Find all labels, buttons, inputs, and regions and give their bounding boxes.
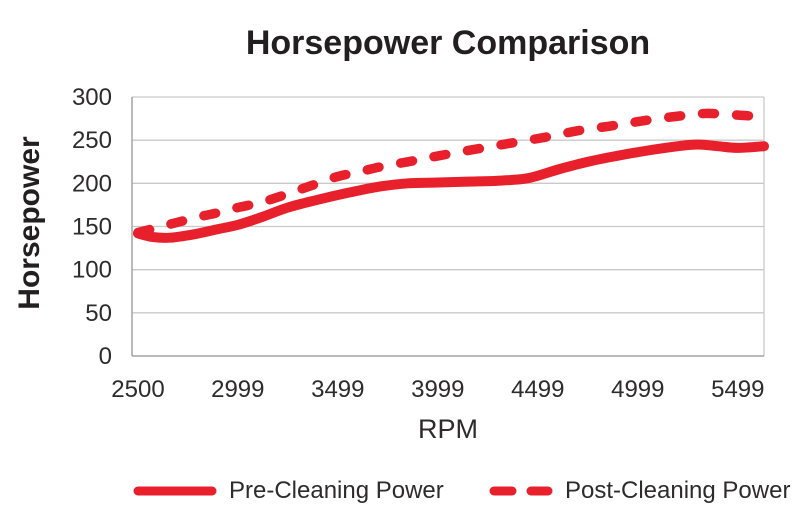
y-tick-label-250: 250 (72, 127, 112, 154)
pre-cleaning-power-line (133, 139, 769, 243)
dashed-line-swatch (489, 486, 553, 496)
legend-item-post-cleaning: Post-Cleaning Power (484, 476, 790, 506)
y-tick-label-200: 200 (72, 170, 112, 197)
legend-label-post-cleaning: Post-Cleaning Power (565, 477, 791, 504)
x-axis-title: RPM (418, 414, 478, 444)
y-tick-label-50: 50 (85, 300, 112, 327)
x-tick-label-2999: 2999 (211, 376, 264, 403)
y-tick-label-0: 0 (99, 343, 112, 370)
x-tick-label-4499: 4499 (511, 376, 564, 403)
x-tick-label-2500: 2500 (111, 376, 164, 403)
x-tick-label-5499: 5499 (711, 376, 764, 403)
chart-title: Horsepower Comparison (245, 24, 651, 62)
solid-line-swatch (133, 486, 217, 496)
y-tick-label-150: 150 (72, 214, 112, 241)
legend-label-pre-cleaning: Pre-Cleaning Power (229, 477, 444, 504)
y-tick-label-300: 300 (72, 84, 112, 111)
y-tick-label-100: 100 (72, 257, 112, 284)
x-tick-label-4999: 4999 (611, 376, 664, 403)
post-cleaning-power-line (133, 108, 769, 238)
x-tick-label-3999: 3999 (411, 376, 464, 403)
legend-item-pre-cleaning: Pre-Cleaning Power (132, 476, 444, 506)
legend: Pre-Cleaning Power Post-Cleaning Power (0, 476, 800, 506)
x-tick-label-3499: 3499 (311, 376, 364, 403)
